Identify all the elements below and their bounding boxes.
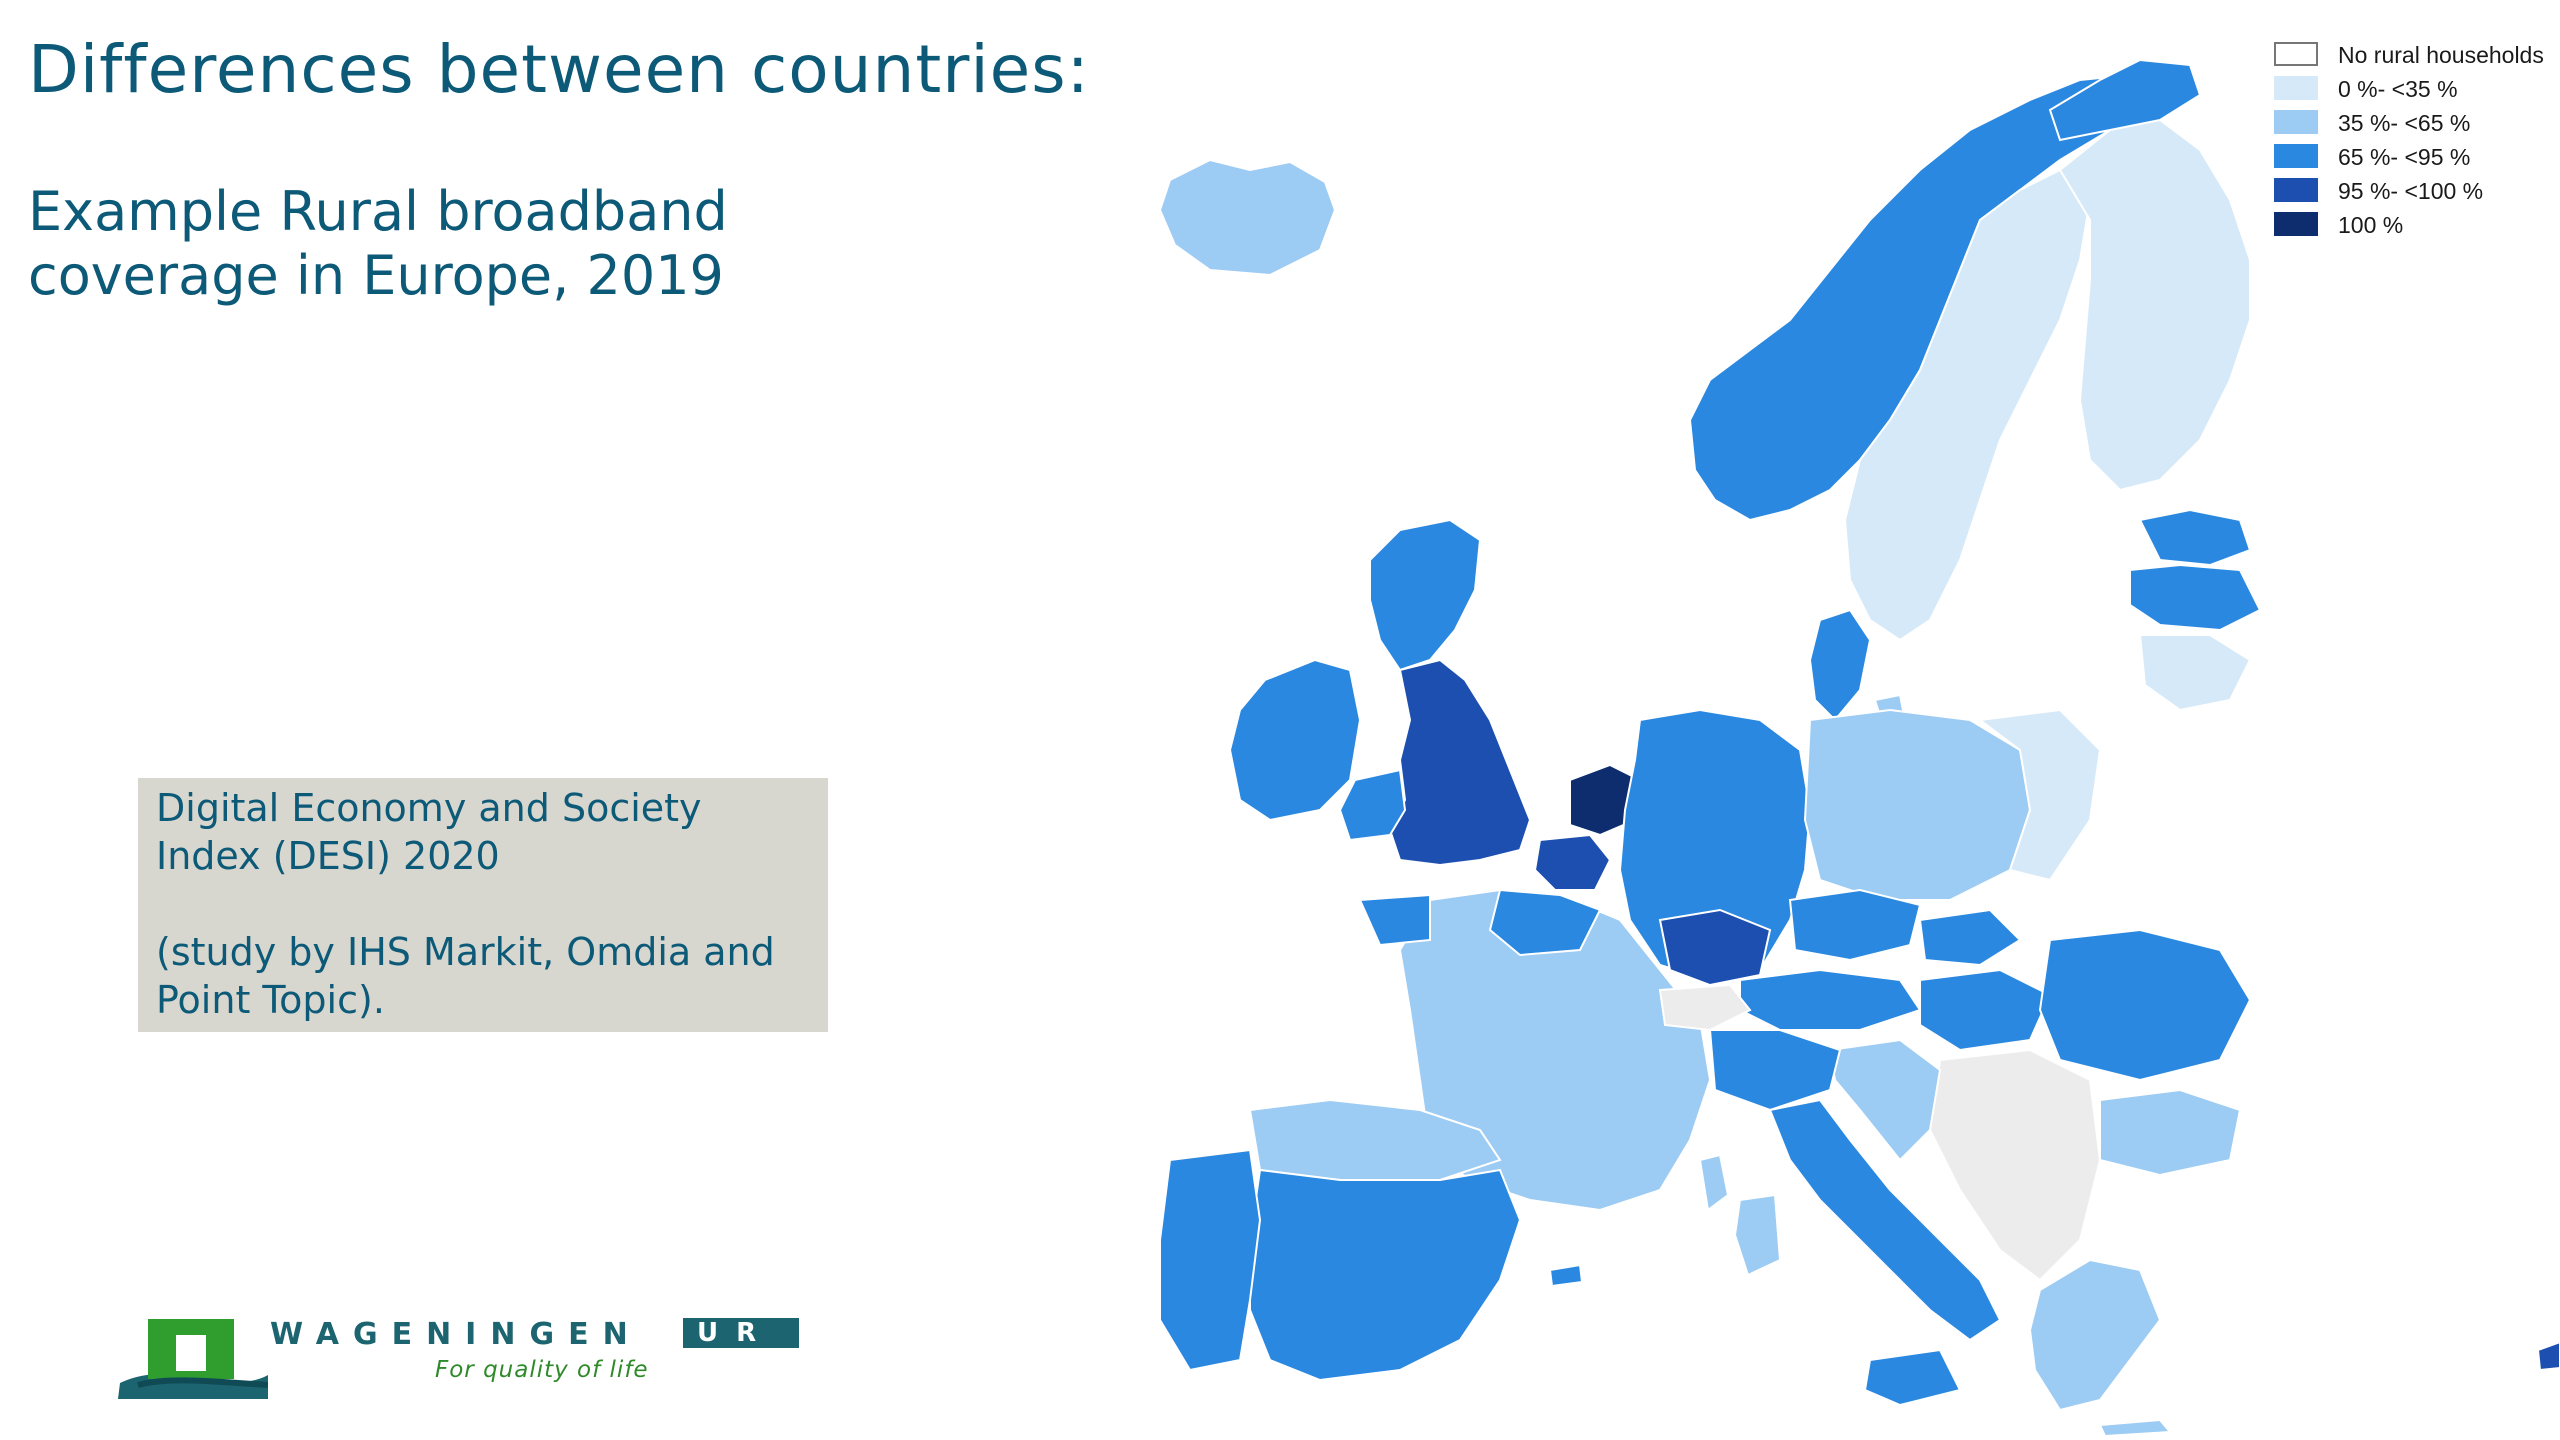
legend-item: 100 %: [2272, 208, 2560, 242]
region-balearics: [1548, 1263, 1584, 1288]
legend-label: 65 %- <95 %: [2338, 144, 2471, 170]
region-cyprus: [2536, 1340, 2560, 1372]
legend-swatch: [2274, 212, 2318, 236]
region-switzerland-no-data: [1658, 983, 1752, 1032]
region-germany-south: [1658, 908, 1772, 987]
region-poland-east: [1977, 708, 2102, 882]
region-estonia: [2138, 508, 2252, 567]
source-note-line: (study by IHS Markit, Omdia and: [156, 930, 775, 974]
source-note-line: Index (DESI) 2020: [156, 834, 500, 878]
legend-label: 35 %- <65 %: [2338, 110, 2471, 136]
source-note-line: Point Topic).: [156, 978, 385, 1022]
region-latvia: [2129, 563, 2262, 632]
region-poland: [1803, 708, 2032, 901]
region-norway: [1688, 73, 2152, 522]
legend-swatch: [2274, 110, 2318, 134]
region-ireland: [1228, 658, 1362, 822]
region-romania: [2038, 928, 2252, 1082]
region-spain: [1249, 1168, 1522, 1382]
region-sweden: [1843, 168, 2092, 642]
map-legend: No rural households 0 %- <35 % 35 %- <65…: [2272, 38, 2560, 242]
legend-item: 65 %- <95 %: [2272, 140, 2560, 174]
legend-swatch: [2274, 76, 2318, 100]
legend-label: 95 %- <100 %: [2338, 178, 2484, 204]
region-italy: [1768, 1098, 2002, 1342]
region-sicily: [1863, 1348, 1962, 1407]
region-croatia-slovenia: [1828, 1038, 1942, 1162]
region-brittany: [1358, 893, 1431, 947]
logo-wordmark: WAGENINGEN: [270, 1317, 642, 1352]
logo-tagline: For quality of life: [435, 1357, 649, 1383]
legend-item: 35 %- <65 %: [2272, 106, 2560, 140]
legend-item: No rural households: [2272, 38, 2560, 72]
region-balkans-no-data: [1928, 1048, 2102, 1282]
region-north-cap: [2048, 58, 2202, 142]
region-italy-north: [1708, 1029, 1842, 1112]
region-finland: [2058, 118, 2251, 492]
slide-subtitle: Example Rural broadband coverage in Euro…: [28, 180, 728, 307]
region-portugal: [1159, 1148, 1262, 1372]
legend-item: 0 %- <35 %: [2272, 72, 2560, 106]
region-slovakia: [1918, 908, 2022, 967]
region-corsica: [1698, 1153, 1730, 1212]
wageningen-ur-logo: WAGENINGEN UR For quality of life: [118, 1315, 799, 1399]
region-bulgaria: [2099, 1088, 2242, 1177]
region-crete: [2098, 1418, 2173, 1438]
region-czechia: [1788, 888, 1922, 962]
region-denmark: [1808, 608, 1872, 722]
logo-mark-icon: [118, 1319, 268, 1399]
region-france-north: [1488, 888, 1602, 957]
legend-label: No rural households: [2338, 42, 2544, 68]
legend-label: 100 %: [2338, 212, 2404, 238]
region-greece: [2028, 1258, 2162, 1412]
region-scotland: [1369, 518, 1482, 672]
region-belgium: [1533, 833, 1612, 891]
legend-label: 0 %- <35 %: [2338, 76, 2458, 102]
source-note-box: Digital Economy and Society Index (DESI)…: [138, 778, 828, 1032]
region-austria: [1739, 968, 1922, 1031]
slide-title: Differences between countries:: [28, 31, 1090, 108]
region-sardinia: [1733, 1193, 1782, 1277]
europe-broadband-map: [1158, 58, 2560, 1438]
region-england: [1388, 658, 1532, 867]
source-note-line: Digital Economy and Society: [156, 786, 702, 830]
region-wales: [1338, 768, 1407, 842]
legend-swatch: [2274, 178, 2318, 202]
region-iceland: [1158, 158, 1337, 277]
legend-item: 95 %- <100 %: [2272, 174, 2560, 208]
region-hungary: [1919, 968, 2052, 1052]
region-lithuania: [2138, 634, 2252, 712]
legend-swatch: [2274, 42, 2318, 66]
legend-swatch: [2274, 144, 2318, 168]
logo-ur-badge: UR: [683, 1318, 799, 1348]
